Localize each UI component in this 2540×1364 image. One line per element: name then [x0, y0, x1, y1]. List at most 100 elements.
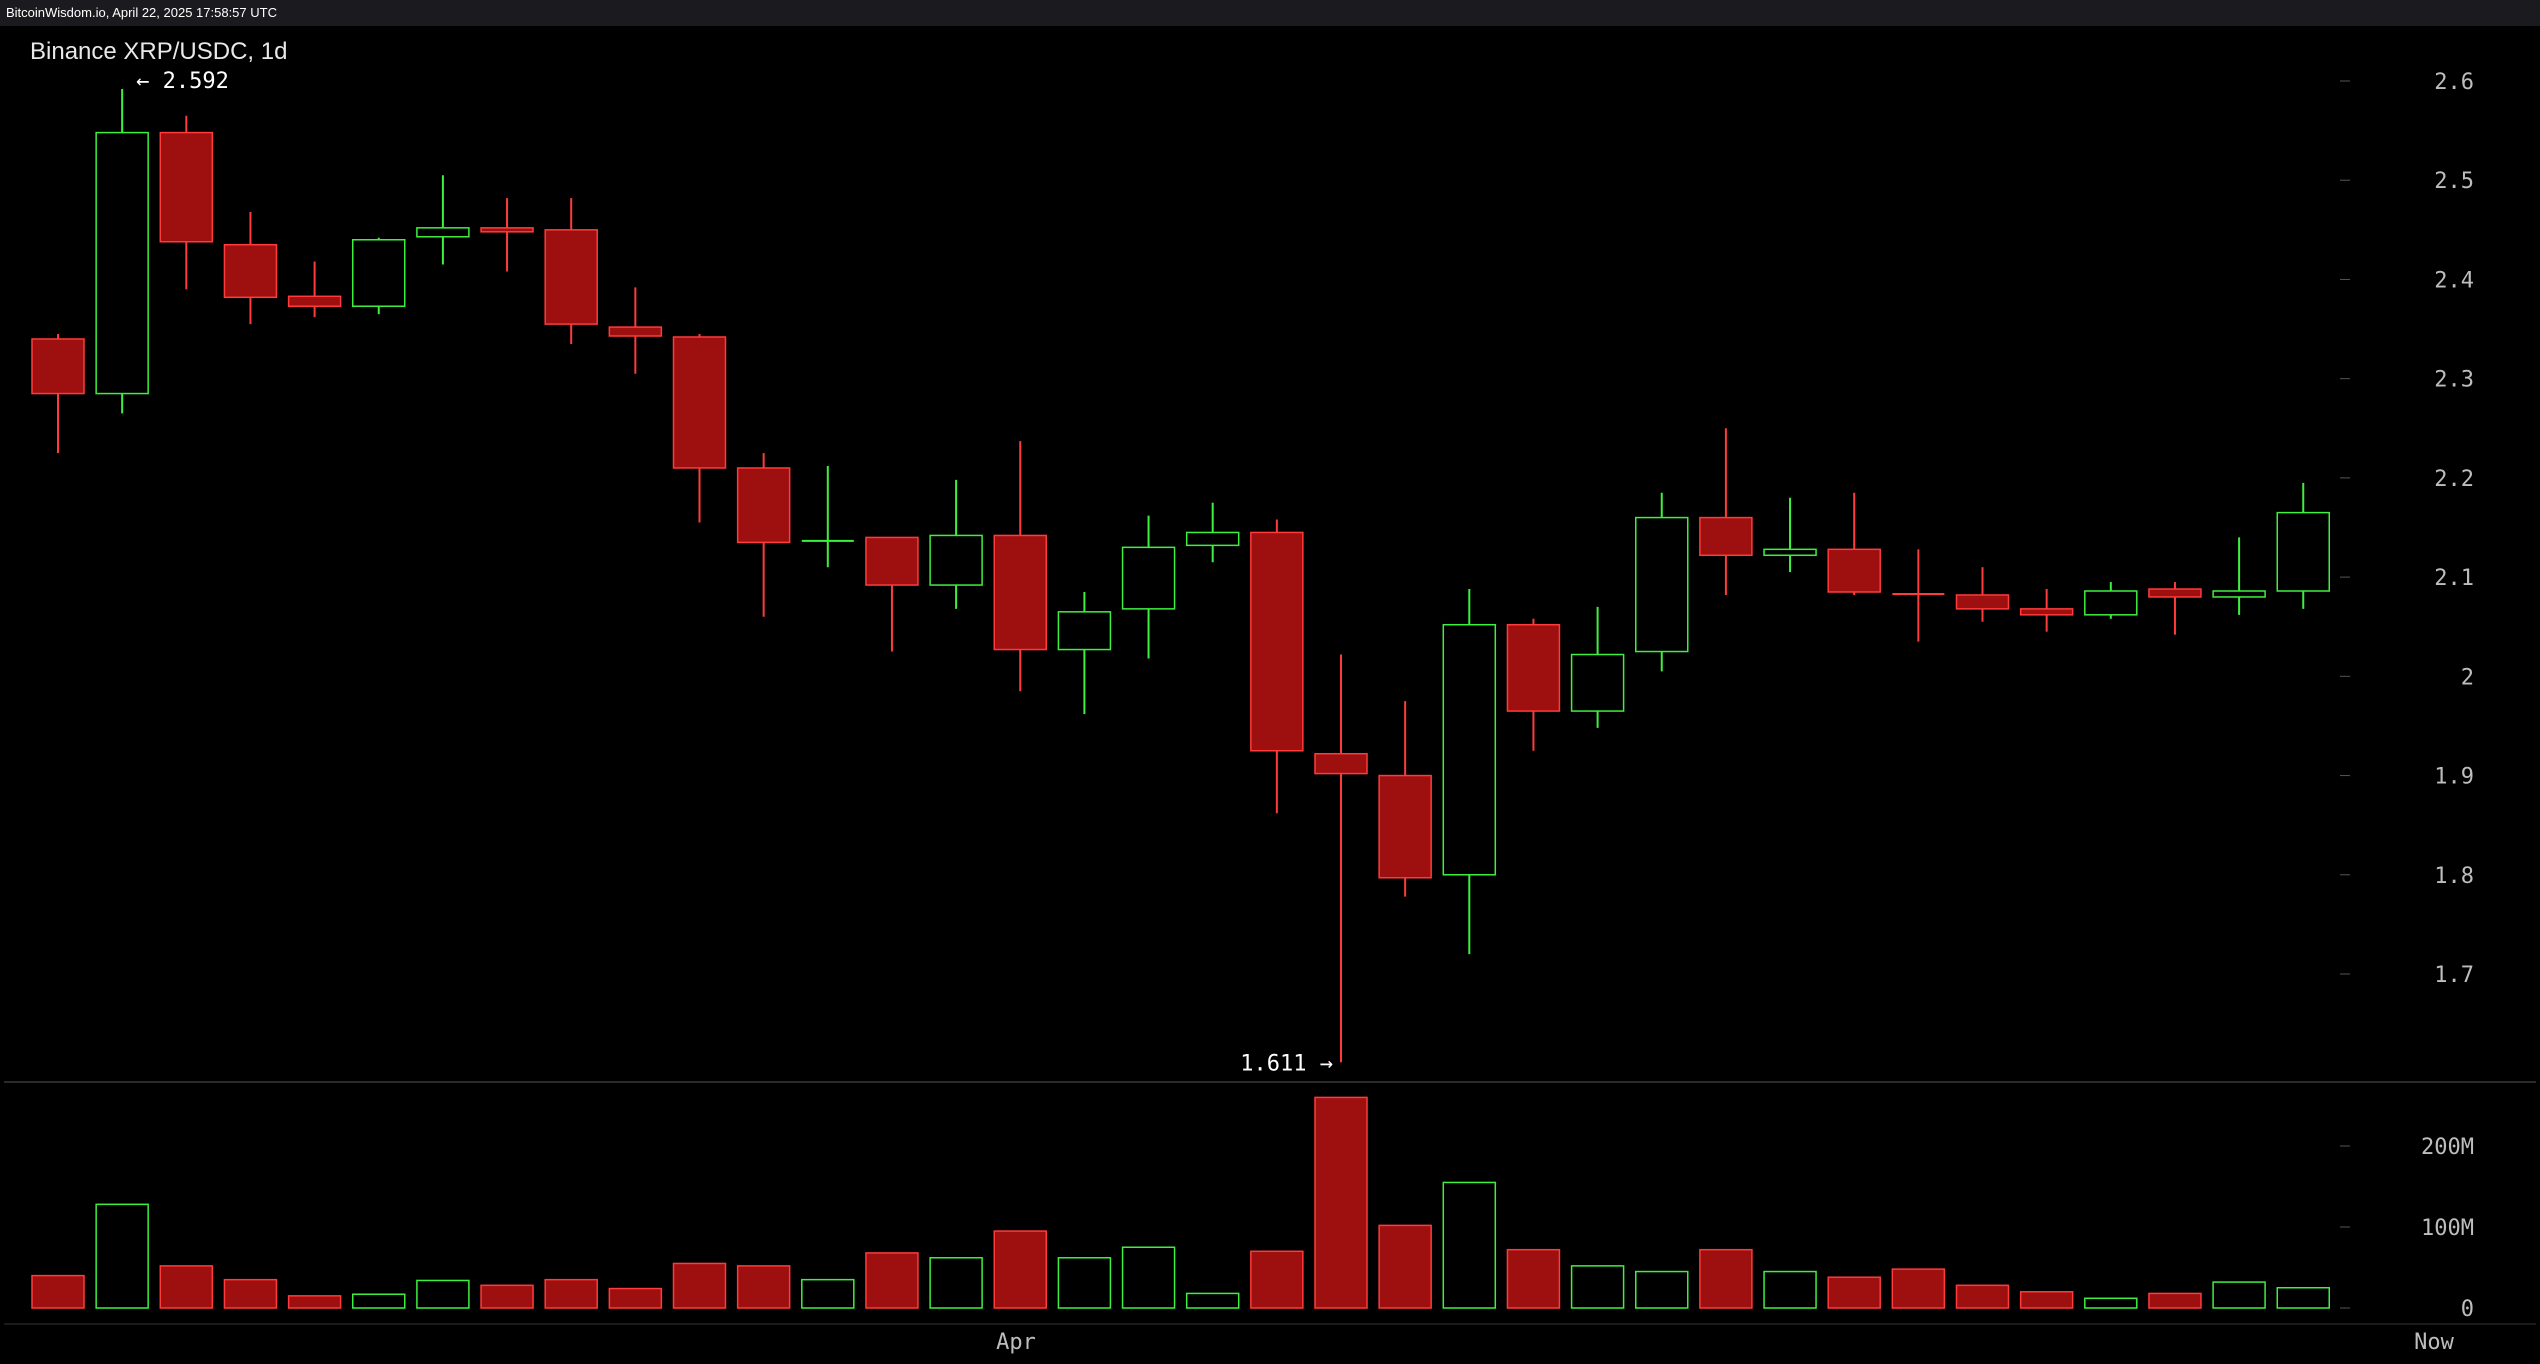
volume-bar	[1442, 1181, 1497, 1309]
candle-body	[2084, 590, 2138, 616]
candle-body	[929, 534, 983, 586]
candle-body	[736, 467, 791, 544]
candle-body	[95, 131, 149, 395]
candle	[2148, 582, 2202, 635]
volume-bar	[1955, 1284, 2010, 1309]
candle	[159, 115, 214, 290]
candles	[31, 88, 2330, 1063]
volume-bar	[1635, 1270, 1689, 1309]
candle	[2276, 482, 2330, 609]
candle-body	[1314, 752, 1368, 775]
source-bar-text: BitcoinWisdom.io, April 22, 2025 17:58:5…	[6, 5, 277, 20]
candle	[31, 334, 85, 454]
candle-body	[1442, 623, 1497, 876]
volume-bar	[2212, 1281, 2266, 1309]
candle	[2212, 537, 2266, 615]
volume-bar	[1057, 1257, 1112, 1309]
price-tick-label: 2.4	[2434, 268, 2474, 293]
volume-bar	[801, 1278, 855, 1309]
candle	[1121, 515, 1176, 659]
candle	[2084, 582, 2138, 619]
volume-tick-label: 0	[2461, 1297, 2474, 1322]
candle	[1892, 549, 1945, 642]
price-tick-label: 2.1	[2434, 566, 2474, 591]
candle	[1570, 606, 1625, 728]
candle	[1442, 589, 1497, 955]
candle	[1314, 654, 1368, 1063]
x-tick-now: Now	[2414, 1330, 2454, 1355]
candle	[1250, 519, 1304, 814]
candle-body	[1635, 516, 1689, 653]
volume-bar	[736, 1265, 791, 1309]
candle-body	[223, 243, 278, 299]
candle	[352, 237, 406, 315]
price-tick-label: 1.9	[2434, 765, 2474, 790]
price-tick-label: 2.5	[2434, 169, 2474, 194]
candle-body	[1121, 546, 1176, 610]
volume-bar	[929, 1257, 983, 1309]
volume-bar	[1827, 1276, 1881, 1309]
price-tick-label: 2.6	[2434, 70, 2474, 95]
volume-bar	[2084, 1297, 2138, 1309]
candle	[1955, 567, 2010, 622]
candle	[1635, 492, 1689, 672]
volume-bar	[159, 1265, 214, 1309]
candle	[1699, 428, 1753, 595]
candle	[993, 441, 1047, 692]
candle-body	[608, 326, 663, 337]
volume-bar	[672, 1262, 727, 1309]
price-tick-label: 2	[2461, 665, 2474, 690]
candlestick-chart[interactable]: Binance XRP/USDC, 1d 1.7 1.8 1.9 2 2.1 2.2 2.3…	[4, 26, 2536, 1360]
price-tick-label: 1.7	[2434, 963, 2474, 988]
volume-bar	[2276, 1287, 2330, 1309]
candle-body	[31, 338, 85, 395]
volume-bars	[31, 1096, 2330, 1309]
volume-bar	[544, 1278, 598, 1309]
volume-axis: 0 100M 200M	[2340, 1135, 2474, 1322]
candle	[608, 287, 663, 374]
candle	[287, 261, 342, 318]
volume-bar	[1314, 1096, 1368, 1309]
volume-bar	[1378, 1224, 1432, 1309]
volume-bar	[1763, 1270, 1817, 1309]
candle	[672, 334, 727, 523]
x-tick-apr: Apr	[996, 1330, 1036, 1355]
price-axis: 1.7 1.8 1.9 2 2.1 2.2 2.3 2.4 2.5 2.6	[2340, 70, 2474, 988]
volume-bar	[1506, 1248, 1561, 1309]
source-bar: BitcoinWisdom.io, April 22, 2025 17:58:5…	[0, 0, 2540, 26]
candle-body	[1827, 548, 1881, 593]
candle-body	[993, 534, 1047, 651]
price-tick-label: 2.2	[2434, 467, 2474, 492]
candle-body	[2212, 590, 2266, 598]
volume-bar	[608, 1287, 663, 1309]
price-tick-label: 2.3	[2434, 368, 2474, 393]
candle	[865, 536, 919, 652]
volume-bar	[2019, 1291, 2074, 1309]
volume-bar	[287, 1295, 342, 1309]
candle	[1057, 591, 1112, 715]
candle-body	[1250, 531, 1304, 752]
chart-frame[interactable]: Binance XRP/USDC, 1d 1.7 1.8 1.9 2 2.1 2.2 2.3…	[4, 26, 2536, 1360]
volume-bar	[2148, 1292, 2202, 1309]
candle-body	[544, 229, 598, 325]
candle-body	[1378, 774, 1432, 879]
price-tick-label: 1.8	[2434, 864, 2474, 889]
candle	[95, 88, 149, 414]
low-annotation: 1.611 →	[1240, 1051, 1333, 1076]
high-annotation: ← 2.592	[136, 69, 229, 94]
candle-body	[287, 295, 342, 307]
volume-bar	[993, 1230, 1047, 1309]
volume-bar	[352, 1293, 406, 1309]
candle	[1827, 492, 1881, 595]
candle-body	[1057, 611, 1112, 651]
candle-body	[480, 227, 534, 233]
candle-body	[1570, 653, 1625, 712]
chart-title: Binance XRP/USDC, 1d	[30, 38, 287, 65]
candle-body	[416, 227, 470, 238]
candle	[416, 175, 470, 265]
candle	[1506, 618, 1561, 751]
volume-bar	[95, 1203, 149, 1309]
volume-bar	[865, 1252, 919, 1309]
candle-body	[352, 239, 406, 307]
candle	[1378, 701, 1432, 897]
